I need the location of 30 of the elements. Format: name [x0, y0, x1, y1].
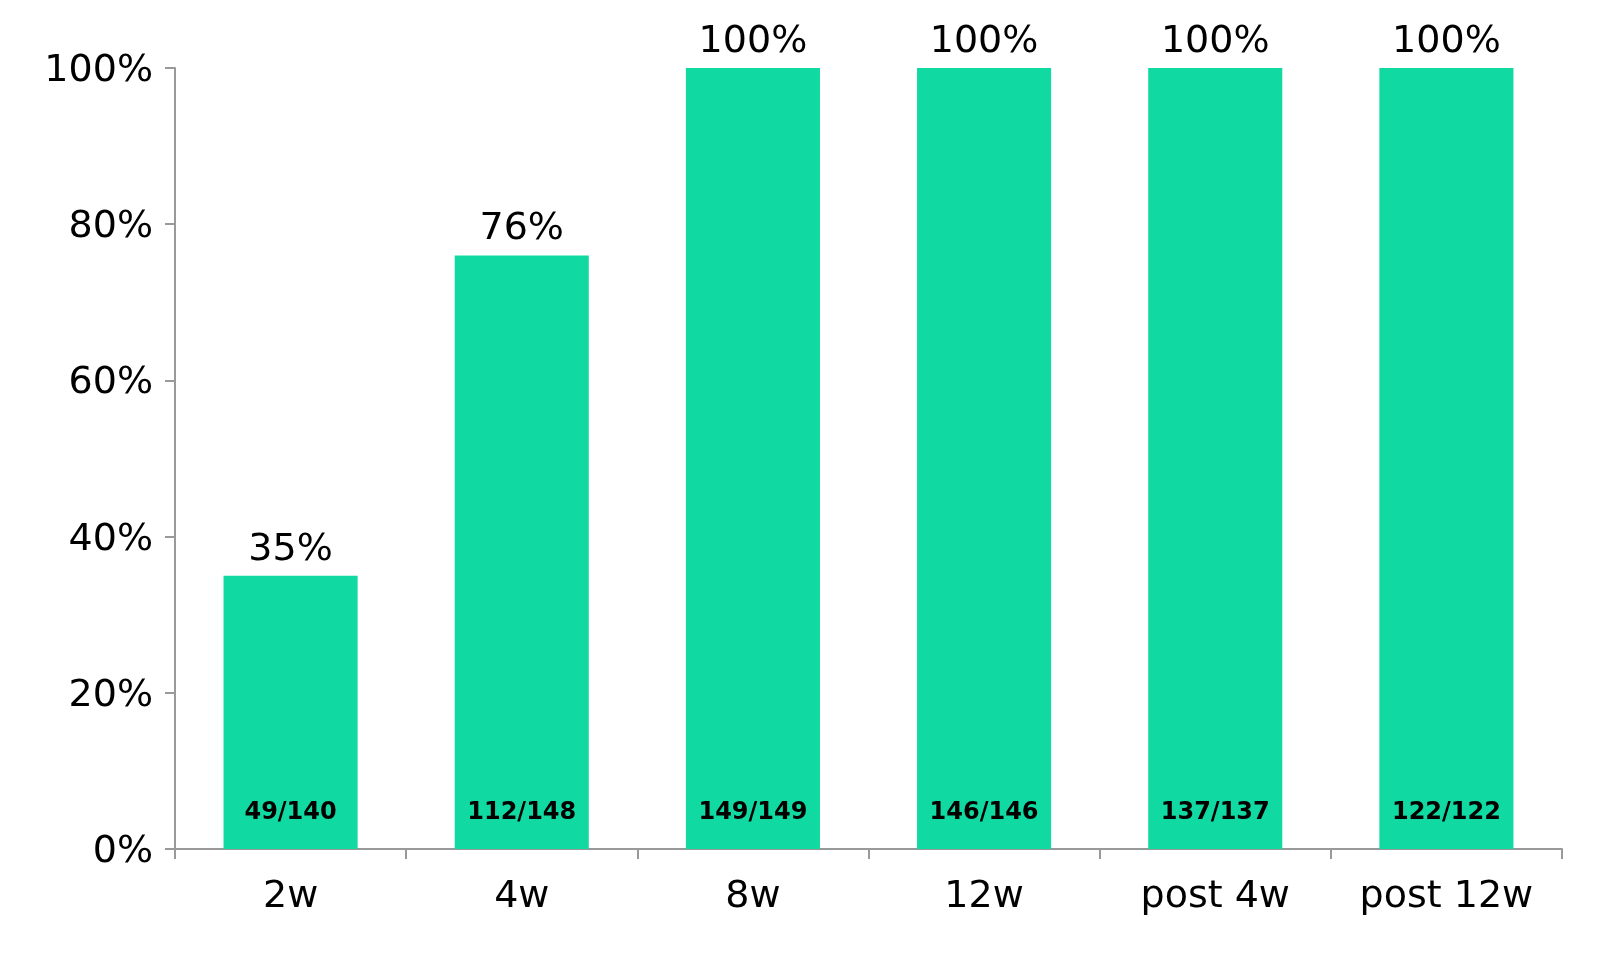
bar	[1379, 68, 1514, 849]
data-label: 35%	[248, 524, 333, 569]
data-label: 100%	[1392, 17, 1501, 61]
bar	[685, 68, 820, 849]
y-tick-label: 40%	[68, 514, 153, 559]
y-tick-label: 80%	[68, 202, 153, 247]
y-tick-label: 0%	[92, 827, 153, 871]
data-label: 100%	[929, 17, 1039, 61]
x-tick-label: post 4w	[1140, 872, 1290, 916]
annotation: 146/146	[929, 797, 1039, 825]
data-label: 100%	[1160, 17, 1270, 61]
bar	[454, 255, 589, 849]
data-label: 76%	[479, 204, 564, 249]
annotation: 49/140	[244, 797, 337, 825]
x-tick-label: 12w	[944, 872, 1024, 916]
x-tick-label: 4w	[494, 872, 550, 916]
annotation: 149/149	[698, 797, 808, 825]
annotation: 122/122	[1391, 797, 1501, 825]
x-tick-label: 8w	[725, 872, 781, 916]
bar	[917, 68, 1052, 849]
y-tick-label: 100%	[44, 46, 153, 90]
annotation: 137/137	[1160, 797, 1270, 825]
bar	[223, 575, 358, 849]
x-tick-label: post 12w	[1359, 872, 1534, 916]
y-tick-label: 20%	[68, 670, 153, 715]
y-tick-label: 60%	[68, 358, 153, 403]
annotation: 112/148	[467, 797, 577, 825]
data-label: 100%	[698, 17, 808, 61]
bar	[1148, 68, 1283, 849]
x-tick-label: 2w	[262, 872, 319, 916]
